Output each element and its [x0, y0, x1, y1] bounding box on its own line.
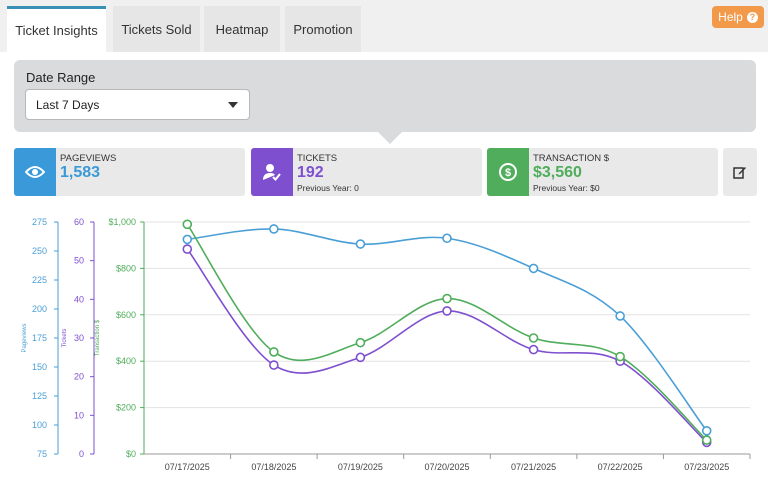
tab-promotion[interactable]: Promotion: [285, 6, 361, 52]
data-point: [442, 293, 452, 304]
tab-label: Tickets Sold: [121, 21, 192, 37]
y-tick-label: 10: [74, 410, 84, 420]
data-point: [701, 435, 712, 445]
x-tick-label: 07/22/2025: [598, 462, 643, 472]
pageviews-value: 1,583: [60, 164, 101, 181]
x-tick-label: 07/20/2025: [424, 462, 469, 472]
data-point: [269, 347, 279, 357]
date-range-select[interactable]: Last 7 Days: [25, 89, 250, 120]
data-point: [615, 351, 625, 362]
caret-down-icon: [228, 102, 238, 108]
data-point: [355, 352, 366, 363]
tab-tickets-sold[interactable]: Tickets Sold: [113, 6, 200, 52]
y-tick-label: 50: [74, 256, 84, 266]
date-range-value: Last 7 Days: [36, 97, 100, 112]
data-point: [528, 344, 539, 355]
transaction-value: $3,560: [533, 164, 582, 181]
y-tick-label: 275: [32, 217, 47, 227]
edit-icon: [733, 167, 746, 179]
x-tick-label: 07/21/2025: [511, 462, 556, 472]
data-point: [701, 426, 712, 436]
tab-ticket-insights[interactable]: Ticket Insights: [7, 6, 106, 52]
data-point: [528, 333, 539, 343]
y-tick-label: $800: [116, 263, 136, 273]
y-tick-label: 20: [74, 372, 84, 382]
data-point: [269, 224, 279, 234]
question-icon: ?: [746, 11, 758, 23]
help-button[interactable]: Help ?: [712, 6, 764, 28]
transaction-label: TRANSACTION $: [533, 153, 610, 164]
data-point: [182, 234, 193, 245]
tickets-value: 192: [297, 164, 324, 181]
data-point: [355, 337, 366, 348]
y-tick-label: $1,000: [108, 217, 136, 227]
pageviews-label: PAGEVIEWS: [60, 153, 117, 164]
y-tick-label: 40: [74, 294, 84, 304]
y-axis-title: Transaction $: [95, 319, 101, 356]
tab-label: Heatmap: [215, 21, 269, 37]
y-tick-label: 0: [79, 449, 84, 459]
y-tick-label: 60: [74, 217, 84, 227]
eye-icon: [14, 148, 56, 196]
transaction-card: $ TRANSACTION $ $3,560 Previous Year: $0: [487, 148, 718, 196]
x-tick-label: 07/17/2025: [165, 462, 210, 472]
y-tick-label: 100: [32, 420, 47, 430]
tickets-previous-year: Previous Year: 0: [297, 183, 359, 193]
edit-button[interactable]: [723, 148, 757, 196]
y-axis-title: Pageviews: [22, 323, 28, 352]
transaction-previous-year: Previous Year: $0: [533, 183, 600, 193]
tickets-label: TICKETS: [297, 153, 338, 164]
data-point: [355, 239, 366, 249]
date-range-label: Date Range: [26, 70, 96, 85]
tickets-card: TICKETS 192 Previous Year: 0: [251, 148, 482, 196]
tab-label: Promotion: [293, 21, 353, 37]
series-line: [186, 248, 708, 443]
data-point: [182, 244, 193, 254]
help-label: Help: [718, 10, 743, 24]
y-tick-label: 175: [32, 333, 47, 343]
y-tick-label: 225: [32, 275, 47, 285]
y-axis-title: Tickets: [62, 329, 68, 348]
date-range-panel: Date Range Last 7 Days: [14, 60, 756, 144]
x-tick-label: 07/18/2025: [251, 462, 296, 472]
pageviews-card: PAGEVIEWS 1,583: [14, 148, 245, 196]
y-tick-label: 200: [32, 304, 47, 314]
data-point: [442, 306, 452, 316]
data-point: [615, 311, 625, 321]
x-tick-label: 07/23/2025: [684, 462, 729, 472]
data-point: [442, 233, 452, 244]
tab-bar: Ticket Insights Tickets Sold Heatmap Pro…: [0, 0, 768, 52]
y-tick-label: $0: [126, 449, 136, 459]
y-tick-label: 75: [37, 449, 47, 459]
y-tick-label: 150: [32, 362, 47, 372]
x-tick-label: 07/19/2025: [338, 462, 383, 472]
y-tick-label: $400: [116, 356, 136, 366]
dollar-coin-icon: $: [487, 148, 529, 196]
y-tick-label: 125: [32, 391, 47, 401]
svg-text:$: $: [505, 167, 511, 179]
data-point: [182, 219, 193, 230]
y-tick-label: $200: [116, 403, 136, 413]
tab-heatmap[interactable]: Heatmap: [204, 6, 280, 52]
data-point: [528, 263, 539, 274]
series-line: [187, 228, 708, 432]
metrics-chart: 27525022520017515012510075Pageviews60504…: [22, 217, 751, 472]
tab-label: Ticket Insights: [15, 23, 98, 38]
y-tick-label: 30: [74, 333, 84, 343]
y-tick-label: 250: [32, 246, 47, 256]
user-check-icon: [251, 148, 293, 196]
data-point: [269, 360, 279, 370]
y-tick-label: $600: [116, 310, 136, 320]
